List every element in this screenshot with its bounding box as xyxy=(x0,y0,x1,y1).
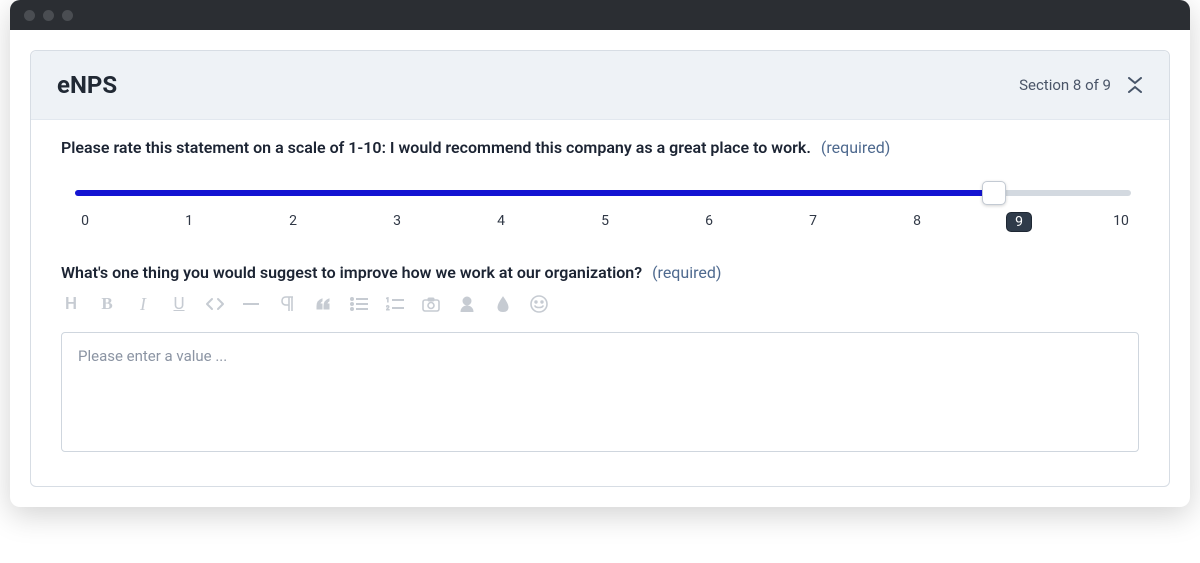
panel-header: eNPS Section 8 of 9 xyxy=(31,51,1169,120)
toolbar-ol-button[interactable]: 12 xyxy=(385,294,405,314)
slider-thumb[interactable] xyxy=(982,181,1006,205)
toolbar-paragraph-button[interactable] xyxy=(277,294,297,314)
toolbar-hr-button[interactable] xyxy=(241,294,261,314)
toolbar-user-button[interactable] xyxy=(457,294,477,314)
slider-tick-3[interactable]: 3 xyxy=(387,213,407,231)
section-indicator: Section 8 of 9 xyxy=(1019,76,1111,94)
svg-text:1: 1 xyxy=(386,297,389,304)
question-rating-label: Please rate this statement on a scale of… xyxy=(61,138,811,157)
toolbar-image-button[interactable] xyxy=(421,294,441,314)
toolbar-bold-button[interactable]: B xyxy=(97,294,117,314)
question-text-label: What's one thing you would suggest to im… xyxy=(61,263,642,282)
question-text-required: (required) xyxy=(652,263,721,282)
editor-toolbar: H B I U xyxy=(61,294,1139,314)
question-text: What's one thing you would suggest to im… xyxy=(61,263,1139,456)
slider-tick-0[interactable]: 0 xyxy=(75,213,95,231)
toolbar-heading-button[interactable]: H xyxy=(61,294,81,314)
toolbar-ul-button[interactable] xyxy=(349,294,369,314)
slider-tick-10[interactable]: 10 xyxy=(1111,213,1131,231)
toolbar-quote-button[interactable] xyxy=(313,294,333,314)
traffic-light-min[interactable] xyxy=(43,10,54,21)
slider-tick-7[interactable]: 7 xyxy=(803,213,823,231)
question-rating: Please rate this statement on a scale of… xyxy=(61,138,1139,231)
slider-tick-1[interactable]: 1 xyxy=(179,213,199,231)
slider-tick-8[interactable]: 8 xyxy=(907,213,927,231)
slider-tick-5[interactable]: 5 xyxy=(595,213,615,231)
slider-fill xyxy=(75,190,994,196)
rating-slider[interactable]: 0 1 2 3 4 5 6 7 8 9 10 xyxy=(61,179,1139,231)
traffic-light-max[interactable] xyxy=(62,10,73,21)
slider-tick-4[interactable]: 4 xyxy=(491,213,511,231)
slider-tick-9[interactable]: 9 xyxy=(1007,213,1031,231)
survey-panel: eNPS Section 8 of 9 Please rate this sta… xyxy=(30,50,1170,487)
toolbar-emoji-button[interactable] xyxy=(529,294,549,314)
window-titlebar xyxy=(10,0,1190,30)
slider-tick-2[interactable]: 2 xyxy=(283,213,303,231)
slider-ticks: 0 1 2 3 4 5 6 7 8 9 10 xyxy=(75,213,1131,231)
toolbar-italic-button[interactable]: I xyxy=(133,294,153,314)
panel-title: eNPS xyxy=(57,71,117,99)
collapse-icon[interactable] xyxy=(1127,77,1143,93)
app-window: eNPS Section 8 of 9 Please rate this sta… xyxy=(10,0,1190,507)
slider-tick-6[interactable]: 6 xyxy=(699,213,719,231)
toolbar-drop-button[interactable] xyxy=(493,294,513,314)
question-rating-required: (required) xyxy=(821,138,890,157)
traffic-light-close[interactable] xyxy=(24,10,35,21)
panel-header-right: Section 8 of 9 xyxy=(1019,76,1143,94)
toolbar-underline-button[interactable]: U xyxy=(169,294,189,314)
panel-body: Please rate this statement on a scale of… xyxy=(31,120,1169,486)
answer-textarea[interactable] xyxy=(61,332,1139,452)
svg-text:2: 2 xyxy=(386,305,390,311)
toolbar-code-button[interactable] xyxy=(205,294,225,314)
